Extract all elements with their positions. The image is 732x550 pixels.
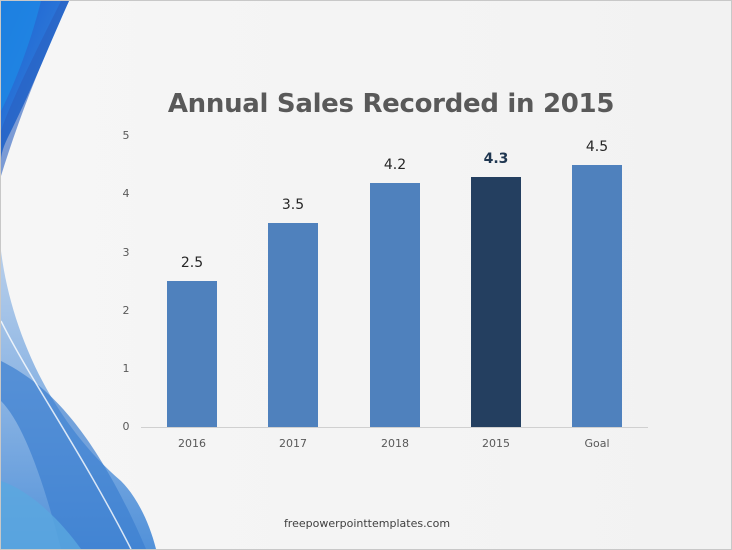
value-label-2016: 2.5 [180,255,204,271]
x-label-2017: 2017 [279,437,307,450]
footer-website: freepowerpointtemplates.com [283,517,451,530]
value-label-2015: 4.3 [483,151,509,167]
y-tick-2: 2 [122,304,130,317]
y-tick-1: 1 [122,362,130,375]
y-tick-0: 0 [122,420,130,433]
value-label-goal: 4.5 [585,139,609,155]
y-tick-4: 4 [122,187,130,200]
bar-2015 [471,177,521,427]
x-label-2015: 2015 [482,437,510,450]
bar-2017 [268,223,318,427]
bar-goal [572,165,622,427]
blue-wave-decoration [1,1,156,549]
value-label-2017: 3.5 [281,197,305,213]
x-label-2016: 2016 [178,437,206,450]
x-axis-line [141,427,648,428]
y-tick-3: 3 [122,246,130,259]
bar-2016 [167,281,217,427]
bar-2018 [370,183,420,427]
chart-title: Annual Sales Recorded in 2015 [167,89,615,119]
x-label-goal: Goal [584,437,610,450]
y-tick-5: 5 [122,129,130,142]
x-label-2018: 2018 [381,437,409,450]
value-label-2018: 4.2 [383,157,407,173]
